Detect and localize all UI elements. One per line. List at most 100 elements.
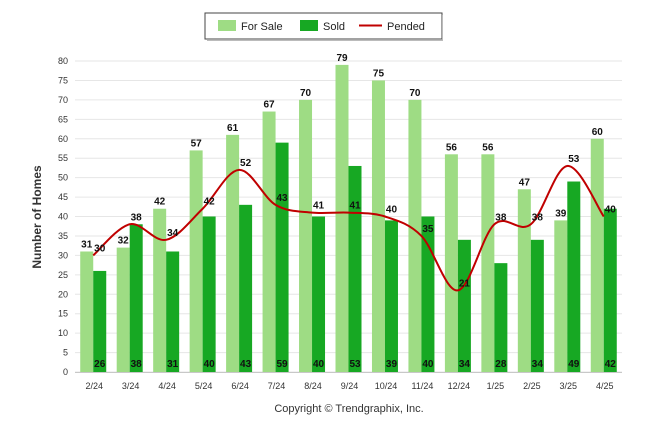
y-tick-label: 70 <box>58 95 68 105</box>
label-for-sale: 60 <box>592 127 604 138</box>
label-sold: 34 <box>459 359 471 370</box>
x-tick-label: 11/24 <box>412 381 434 391</box>
bar-sold <box>129 224 143 372</box>
label-sold: 28 <box>495 359 507 370</box>
label-sold: 40 <box>422 359 434 370</box>
bar-sold <box>275 142 289 372</box>
label-for-sale: 47 <box>519 177 531 188</box>
label-sold: 49 <box>568 359 580 370</box>
label-pended: 40 <box>386 205 398 216</box>
label-sold: 59 <box>277 359 289 370</box>
label-for-sale: 57 <box>191 138 203 149</box>
bar-for-sale <box>116 247 130 372</box>
bar-for-sale <box>517 189 531 372</box>
label-for-sale: 70 <box>409 88 421 99</box>
label-pended: 38 <box>131 212 143 223</box>
label-sold: 40 <box>204 359 216 370</box>
y-tick-label: 50 <box>58 173 68 183</box>
bar-sold <box>421 216 435 372</box>
y-tick-label: 40 <box>58 212 68 222</box>
bar-for-sale <box>481 154 495 372</box>
label-for-sale: 31 <box>81 239 93 250</box>
label-pended: 30 <box>94 243 106 254</box>
x-tick-label: 7/24 <box>268 381 286 391</box>
label-sold: 34 <box>532 359 544 370</box>
bars <box>80 64 617 372</box>
label-for-sale: 39 <box>555 208 567 219</box>
bar-sold <box>494 263 508 372</box>
bar-for-sale <box>554 220 568 372</box>
label-for-sale: 42 <box>154 197 166 208</box>
label-for-sale: 56 <box>446 142 458 153</box>
x-tick-label: 5/24 <box>195 381 213 391</box>
bar-sold <box>348 165 362 372</box>
bar-for-sale <box>226 134 240 372</box>
x-axis: 2/24 3/24 4/24 5/24 6/24 7/24 8/24 9/24 10/24 11/… <box>85 381 613 391</box>
label-sold: 53 <box>349 359 361 370</box>
bar-for-sale <box>371 80 385 372</box>
label-for-sale: 75 <box>373 68 385 79</box>
label-pended: 38 <box>532 212 544 223</box>
bar-sold <box>457 239 471 372</box>
y-tick-label: 35 <box>58 231 68 241</box>
x-tick-label: 1/25 <box>487 381 505 391</box>
legend-label-pended: Pended <box>387 21 425 33</box>
bar-for-sale <box>262 111 276 372</box>
x-tick-label: 6/24 <box>231 381 249 391</box>
bar-for-sale <box>189 150 203 372</box>
label-pended: 43 <box>277 193 289 204</box>
label-for-sale: 56 <box>482 142 494 153</box>
x-tick-label: 2/25 <box>523 381 541 391</box>
y-tick-label: 45 <box>58 192 68 202</box>
x-tick-label: 12/24 <box>448 381 471 391</box>
label-pended: 21 <box>459 278 471 289</box>
x-tick-label: 10/24 <box>375 381 398 391</box>
label-pended: 52 <box>240 158 252 169</box>
bar-for-sale <box>408 99 422 372</box>
label-sold: 43 <box>240 359 252 370</box>
label-sold: 40 <box>313 359 325 370</box>
y-axis-label: Number of Homes <box>30 165 44 269</box>
bar-sold <box>603 208 617 372</box>
label-sold: 31 <box>167 359 179 370</box>
label-pended: 42 <box>204 197 216 208</box>
legend-label-sold: Sold <box>323 21 345 33</box>
copyright: Copyright © Trendgraphix, Inc. <box>274 403 423 415</box>
label-pended: 34 <box>167 228 179 239</box>
label-sold: 26 <box>94 359 106 370</box>
x-tick-label: 9/24 <box>341 381 359 391</box>
bar-for-sale <box>299 99 313 372</box>
bar-for-sale <box>590 138 604 372</box>
label-pended: 53 <box>568 154 580 165</box>
x-tick-label: 4/24 <box>158 381 176 391</box>
pended-line-path <box>92 164 605 292</box>
legend-box <box>204 12 443 40</box>
label-sold: 39 <box>386 359 398 370</box>
y-tick-label: 10 <box>58 328 68 338</box>
legend-swatch-for-sale <box>218 20 236 31</box>
bar-sold <box>202 216 216 372</box>
x-tick-label: 3/24 <box>122 381 140 391</box>
label-for-sale: 67 <box>264 100 276 111</box>
x-tick-label: 3/25 <box>560 381 578 391</box>
bar-sold <box>312 216 326 372</box>
bar-for-sale <box>444 154 458 372</box>
bar-sold <box>567 181 581 372</box>
legend-label-for-sale: For Sale <box>241 21 283 33</box>
y-axis: 0 5 10 15 20 25 30 35 40 45 50 55 60 65 70 75 80 <box>58 56 68 377</box>
y-tick-label: 80 <box>58 56 68 66</box>
pended-line <box>92 164 605 292</box>
bar-sold <box>93 270 107 372</box>
label-pended: 41 <box>313 201 325 212</box>
y-tick-label: 65 <box>58 114 68 124</box>
bar-for-sale <box>80 251 94 372</box>
label-for-sale: 32 <box>118 236 130 247</box>
y-tick-label: 25 <box>58 270 68 280</box>
bar-sold <box>239 204 253 372</box>
label-for-sale: 70 <box>300 88 312 99</box>
y-tick-label: 30 <box>58 250 68 260</box>
data-labels: 31 26 30 32 38 38 42 31 34 57 40 42 61 43 52 67 59 43 70 40… <box>81 53 616 370</box>
y-tick-label: 60 <box>58 134 68 144</box>
label-pended: 40 <box>605 205 617 216</box>
y-tick-label: 75 <box>58 75 68 85</box>
